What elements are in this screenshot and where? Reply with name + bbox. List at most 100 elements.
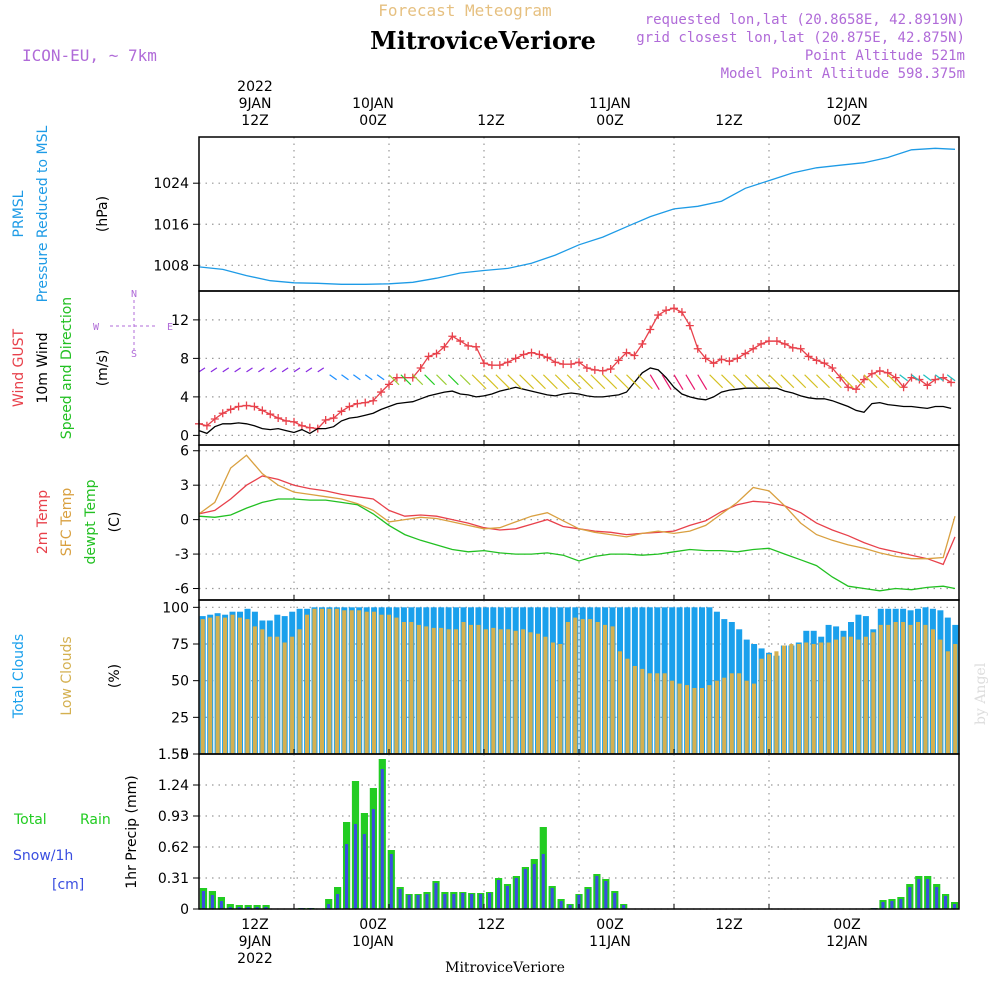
pressure-panel-labels: PRMSL Pressure Reduced to MSL (hPa): [11, 125, 111, 302]
snow-1h-bar: [237, 907, 241, 909]
wind-direction-arrow: [258, 367, 265, 373]
10m-wind-line: [198, 367, 952, 435]
low-clouds-bar: [744, 680, 749, 754]
low-clouds-bar: [230, 614, 235, 754]
low-clouds-bar: [781, 645, 786, 754]
wind-direction-arrow: [246, 367, 253, 373]
snow-1h-bar: [407, 895, 411, 909]
snow-1h-bar: [416, 895, 420, 909]
snow-1h-bar: [577, 895, 581, 909]
snow-1h-bar: [613, 893, 617, 909]
wind-direction-arrow: [293, 367, 301, 373]
wind-direction-arrow: [911, 374, 920, 382]
gust-marker: [472, 342, 481, 351]
precip-panel-labels: Total Rain Snow/1h [cm] 1hr Precip (mm): [13, 775, 140, 893]
low-clouds-bar: [707, 685, 712, 754]
snow-1h-bar: [532, 864, 536, 909]
top-time-10jan12: 12Z: [477, 113, 504, 129]
wind-direction-arrow: [483, 374, 499, 390]
wind-direction-arrow: [744, 374, 759, 389]
gust-marker: [234, 402, 243, 411]
gust-marker: [258, 406, 267, 415]
low-clouds-bar: [699, 688, 704, 754]
wind-direction-arrow: [566, 374, 582, 390]
low-clouds-bar: [223, 617, 228, 754]
gust-marker: [305, 423, 314, 432]
gust-marker: [915, 375, 924, 384]
wind-direction-arrow: [756, 374, 771, 389]
low-clouds-bar: [923, 624, 928, 754]
gust-marker: [519, 350, 528, 359]
bottom-time-9jan12: 12Z: [241, 917, 268, 933]
precipitation-ytick-label: 1.24: [158, 778, 189, 794]
total-rain-bar: [226, 904, 234, 909]
wind-direction-arrow: [471, 374, 487, 390]
snow-1h-bar: [917, 879, 921, 909]
low-clouds-bar: [588, 619, 593, 754]
gust-marker: [495, 361, 504, 370]
bottom-date-9jan: 9JAN: [239, 934, 272, 950]
low-clouds-bar: [826, 642, 831, 754]
gust-marker: [551, 358, 560, 367]
pressure-msl-label: Pressure Reduced to MSL: [35, 125, 51, 302]
low-clouds-bar: [312, 608, 317, 754]
compass-s: S: [131, 349, 137, 360]
temperature-ytick-label: -3: [175, 547, 189, 563]
gust-marker: [875, 366, 884, 375]
top-time-11jan00: 00Z: [596, 113, 623, 129]
precipitation-ytick-label: 0.31: [158, 871, 189, 887]
gust-marker: [757, 339, 766, 348]
gust-marker: [677, 308, 686, 317]
low-clouds-bar: [461, 622, 466, 754]
gust-marker: [392, 373, 401, 382]
gust-marker: [741, 349, 750, 358]
wind-gust-line: [198, 307, 952, 430]
gust-marker: [844, 383, 853, 392]
total-clouds-bar: [699, 607, 705, 754]
gust-marker: [282, 416, 291, 425]
snow-1h-bar: [604, 881, 608, 909]
dewpt-temp-line: [198, 498, 956, 592]
wind-10m-label: 10m Wind: [35, 332, 51, 403]
gust-marker: [717, 355, 726, 364]
pressure-ytick-label: 1024: [153, 176, 189, 192]
low-clouds-bar: [528, 632, 533, 754]
wind-direction-arrow: [210, 367, 218, 373]
low-clouds-bar: [245, 619, 250, 754]
low-clouds-bar: [334, 608, 339, 754]
wind-direction-arrow: [827, 374, 842, 389]
total-clouds-label: Total Clouds: [11, 634, 27, 719]
snow-1h-bar: [425, 894, 429, 909]
gust-marker: [432, 349, 441, 358]
gust-marker: [662, 306, 671, 315]
top-date-10jan: 10JAN: [352, 96, 394, 112]
snow-1h-bar: [881, 902, 885, 909]
pressure-unit: (hPa): [95, 196, 111, 232]
gust-marker: [931, 375, 940, 384]
low-clouds-bar: [908, 624, 913, 754]
snow-label: Snow/1h: [13, 848, 73, 864]
low-clouds-bar: [796, 644, 801, 754]
gust-marker: [440, 342, 449, 351]
snow-1h-bar: [541, 854, 545, 909]
wind-direction-arrow: [804, 374, 819, 389]
low-clouds-bar: [662, 673, 667, 754]
precipitation-ytick-label: 0.93: [158, 809, 189, 825]
low-clouds-bar: [297, 629, 302, 754]
snow-1h-bar: [434, 883, 438, 909]
low-clouds-bar: [878, 624, 883, 754]
clouds-ytick-label: 75: [171, 637, 189, 653]
point-altitude: Point Altitude 521m: [805, 48, 965, 64]
gust-marker: [210, 415, 219, 424]
low-clouds-bar: [372, 611, 377, 754]
low-clouds-bar: [573, 617, 578, 754]
snow-1h-bar: [380, 769, 384, 909]
wind-direction-arrow: [542, 374, 558, 390]
wind-direction-arrow: [198, 367, 206, 373]
wind-direction-arrow: [792, 374, 807, 389]
gust-marker: [361, 398, 370, 407]
gust-marker: [796, 344, 805, 353]
low-clouds-bar: [498, 629, 503, 754]
low-clouds-bar: [543, 636, 548, 754]
wind-unit: (m/s): [95, 350, 111, 387]
